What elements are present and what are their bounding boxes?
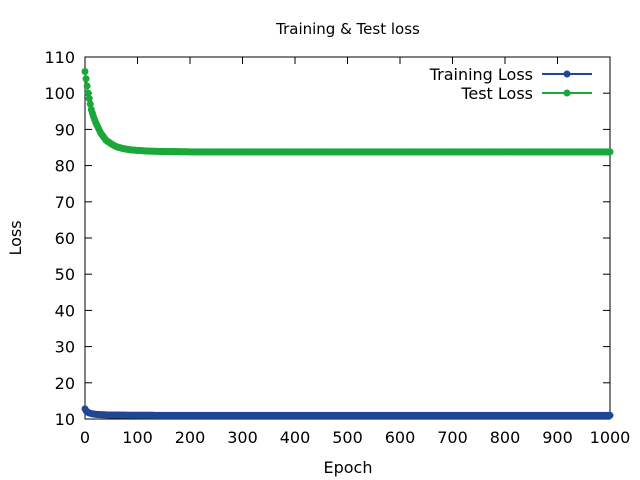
x-tick-label: 300 bbox=[227, 428, 258, 447]
x-tick-label: 700 bbox=[437, 428, 468, 447]
data-point bbox=[81, 67, 89, 75]
x-tick-label: 0 bbox=[80, 428, 90, 447]
x-tick-label: 100 bbox=[122, 428, 153, 447]
x-tick-label: 1000 bbox=[590, 428, 631, 447]
data-point bbox=[86, 100, 94, 108]
legend-marker-test bbox=[563, 89, 571, 97]
y-tick-label: 90 bbox=[55, 120, 75, 139]
data-point bbox=[606, 411, 614, 419]
y-tick-label: 30 bbox=[55, 338, 75, 357]
x-axis-title: Epoch bbox=[324, 458, 373, 477]
y-tick-label: 80 bbox=[55, 157, 75, 176]
x-tick-label: 500 bbox=[332, 428, 363, 447]
x-tick-label: 200 bbox=[175, 428, 206, 447]
y-tick-label: 50 bbox=[55, 265, 75, 284]
legend-entry-training: Training Loss bbox=[429, 65, 592, 84]
data-point bbox=[606, 148, 614, 156]
y-tick-label: 100 bbox=[44, 84, 75, 103]
y-tick-label: 60 bbox=[55, 229, 75, 248]
series-layer bbox=[81, 67, 614, 419]
x-tick-label: 800 bbox=[490, 428, 521, 447]
x-tick-label: 900 bbox=[542, 428, 573, 447]
series-test-loss bbox=[81, 67, 614, 156]
y-tick-label: 10 bbox=[55, 410, 75, 429]
y-tick-label: 40 bbox=[55, 301, 75, 320]
legend: Training Loss Test Loss bbox=[429, 65, 592, 103]
x-tick-label: 400 bbox=[280, 428, 311, 447]
legend-label-test: Test Loss bbox=[460, 84, 533, 103]
data-point bbox=[85, 95, 93, 103]
legend-marker-training bbox=[563, 70, 571, 78]
x-axis: 0 100 200 300 400 500 600 700 800 900 1000 bbox=[80, 57, 630, 447]
data-point bbox=[83, 82, 91, 90]
y-tick-label: 110 bbox=[44, 48, 75, 67]
legend-entry-test: Test Loss bbox=[460, 84, 592, 103]
legend-label-training: Training Loss bbox=[429, 65, 533, 84]
y-axis-title: Loss bbox=[6, 220, 25, 255]
data-point bbox=[82, 75, 90, 83]
data-point bbox=[84, 89, 92, 97]
x-tick-label: 600 bbox=[385, 428, 416, 447]
chart-title: Training & Test loss bbox=[275, 20, 420, 38]
series-training-loss bbox=[81, 405, 614, 419]
y-axis: 10 20 30 40 50 60 70 80 90 100 110 bbox=[44, 48, 610, 429]
y-tick-label: 70 bbox=[55, 193, 75, 212]
y-tick-label: 20 bbox=[55, 374, 75, 393]
plot-frame bbox=[84, 56, 611, 420]
